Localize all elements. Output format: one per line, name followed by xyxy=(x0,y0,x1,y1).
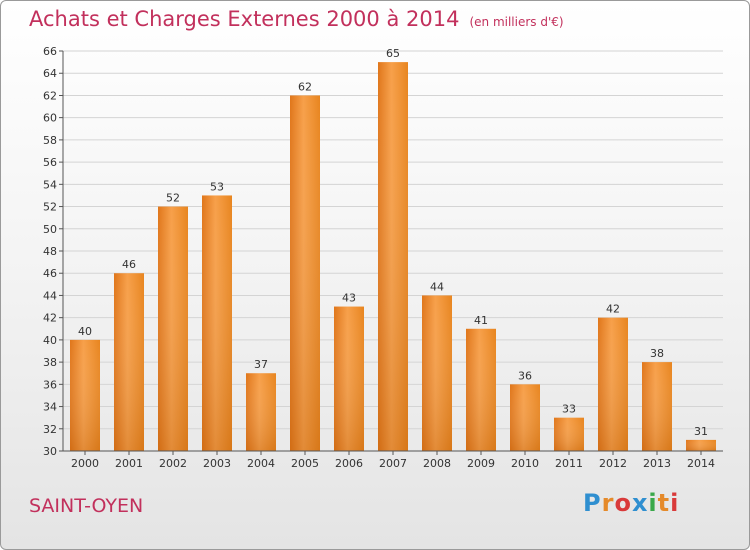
logo-letter: t xyxy=(657,489,671,517)
x-tick-label: 2014 xyxy=(687,457,715,470)
bar-shade xyxy=(158,206,188,451)
bar-value-label: 37 xyxy=(254,358,268,371)
x-tick-label: 2009 xyxy=(467,457,495,470)
y-tick-label: 38 xyxy=(43,356,57,369)
bar-shade xyxy=(686,439,716,451)
x-tick-label: 2000 xyxy=(71,457,99,470)
x-tick-label: 2005 xyxy=(291,457,319,470)
chart-title-unit: (en milliers d'€) xyxy=(469,15,564,29)
bar-shade xyxy=(246,373,276,451)
logo-letter: x xyxy=(631,489,649,517)
logo-letter: i xyxy=(670,489,680,517)
x-tick-label: 2010 xyxy=(511,457,539,470)
x-tick-label: 2011 xyxy=(555,457,583,470)
bar-shade xyxy=(114,273,144,451)
x-tick-label: 2006 xyxy=(335,457,363,470)
bar-shade xyxy=(290,95,320,451)
bar-shade xyxy=(510,384,540,451)
y-tick-label: 52 xyxy=(43,201,57,214)
x-axis-ticks: 2000 2001 2002 2003 2004 2005 2006 2007 2008 2009… xyxy=(71,451,715,470)
y-tick-label: 54 xyxy=(43,178,57,191)
logo-letter: r xyxy=(601,489,615,517)
logo-letter: o xyxy=(614,489,632,517)
bar-value-label: 43 xyxy=(342,292,356,305)
chart-title: Achats et Charges Externes 2000 à 2014 (e… xyxy=(29,7,564,31)
logo-letter: i xyxy=(648,489,658,517)
bar-value-label: 53 xyxy=(210,180,224,193)
bar-shade xyxy=(642,362,672,451)
y-tick-label: 60 xyxy=(43,112,57,125)
bar-shade xyxy=(598,317,628,451)
y-tick-label: 56 xyxy=(43,156,57,169)
y-tick-label: 46 xyxy=(43,267,57,280)
bar-value-label: 62 xyxy=(298,80,312,93)
bar-value-label: 42 xyxy=(606,303,620,316)
bar-shade xyxy=(378,62,408,451)
bar-value-label: 40 xyxy=(78,325,92,338)
x-tick-label: 2001 xyxy=(115,457,143,470)
x-tick-label: 2002 xyxy=(159,457,187,470)
y-tick-label: 44 xyxy=(43,289,57,302)
y-tick-label: 58 xyxy=(43,134,57,147)
chart-title-main: Achats et Charges Externes 2000 à 2014 xyxy=(29,7,460,31)
x-tick-label: 2007 xyxy=(379,457,407,470)
y-tick-label: 62 xyxy=(43,89,57,102)
bar-value-label: 41 xyxy=(474,314,488,327)
bar-shade xyxy=(554,417,584,451)
bar-value-label: 44 xyxy=(430,280,444,293)
y-tick-label: 32 xyxy=(43,423,57,436)
bar-shade xyxy=(70,339,100,451)
y-tick-label: 42 xyxy=(43,312,57,325)
bar-value-label: 36 xyxy=(518,369,532,382)
bar-value-label: 38 xyxy=(650,347,664,360)
bar-value-label: 33 xyxy=(562,403,576,416)
proxiti-logo: Proxiti xyxy=(583,489,679,517)
x-tick-label: 2013 xyxy=(643,457,671,470)
x-tick-label: 2008 xyxy=(423,457,451,470)
y-axis-ticks: 30 32 34 36 38 40 42 44 46 48 50 52 54 56 58 60 62 64 66 xyxy=(43,45,63,458)
y-tick-label: 36 xyxy=(43,378,57,391)
logo-letter: P xyxy=(583,489,602,517)
x-tick-label: 2003 xyxy=(203,457,231,470)
bars: 40 46 52 53 37 62 43 65 44 41 36 33 42 38 31 xyxy=(70,47,716,451)
y-tick-label: 34 xyxy=(43,401,57,414)
bar-value-label: 65 xyxy=(386,47,400,60)
bar-value-label: 31 xyxy=(694,425,708,438)
y-tick-label: 66 xyxy=(43,45,57,58)
x-tick-label: 2004 xyxy=(247,457,275,470)
bar-shade xyxy=(422,295,452,451)
y-tick-label: 30 xyxy=(43,445,57,458)
bar-value-label: 46 xyxy=(122,258,136,271)
bar-value-label: 52 xyxy=(166,192,180,205)
x-tick-label: 2012 xyxy=(599,457,627,470)
bar-shade xyxy=(334,306,364,451)
bar-shade xyxy=(466,328,496,451)
bar-shade xyxy=(202,195,232,451)
y-tick-label: 40 xyxy=(43,334,57,347)
y-tick-label: 48 xyxy=(43,245,57,258)
y-tick-label: 64 xyxy=(43,67,57,80)
city-name: SAINT-OYEN xyxy=(29,495,144,517)
y-tick-label: 50 xyxy=(43,223,57,236)
